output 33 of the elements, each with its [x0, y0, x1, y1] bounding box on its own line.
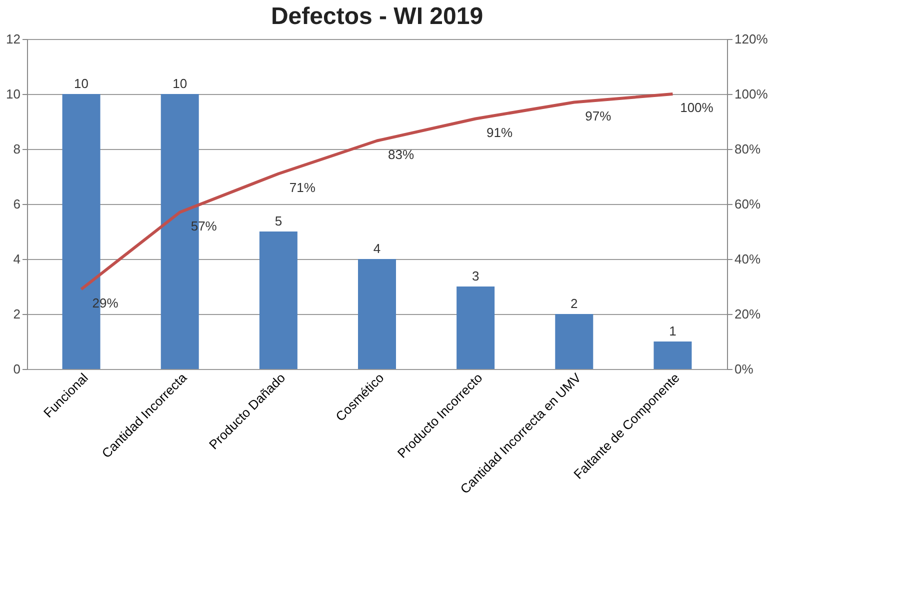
y-tick-label: 0	[13, 362, 20, 376]
data-label: 83%	[388, 146, 414, 162]
data-label: 10	[74, 76, 89, 91]
data-label: 5	[274, 214, 282, 228]
bar	[555, 314, 594, 369]
chart-title: Defectos - WI 2019	[270, 3, 484, 30]
y-tick-label: 12	[6, 32, 20, 46]
bar	[358, 259, 396, 369]
data-label: 1	[669, 324, 676, 338]
data-label: 3	[472, 268, 480, 284]
line-series	[80, 92, 674, 291]
y2-tick-label: 0%	[734, 362, 754, 376]
data-label: 2	[570, 296, 578, 311]
y2-tick-label: 60%	[734, 196, 761, 212]
y2-tick-label: 40%	[734, 252, 761, 266]
y-tick-label: 4	[13, 252, 20, 266]
y-tick-label: 2	[13, 306, 20, 322]
bar	[654, 342, 692, 369]
data-label: 4	[373, 241, 381, 256]
data-label: 71%	[289, 180, 316, 195]
bar	[456, 286, 495, 369]
y2-tick-label: 80%	[734, 142, 761, 156]
y2-tick-label: 20%	[734, 306, 761, 322]
data-label: 10	[172, 76, 188, 91]
y2-tick-label: 100%	[734, 86, 768, 102]
y-tick-label: 10	[6, 86, 20, 102]
data-label: 100%	[680, 100, 714, 115]
y-tick-label: 8	[13, 142, 20, 156]
data-label: 97%	[585, 108, 612, 124]
y2-tick-label: 120%	[734, 32, 768, 46]
y-tick-label: 6	[13, 196, 20, 212]
data-label: 91%	[486, 124, 514, 140]
bar	[259, 232, 298, 369]
